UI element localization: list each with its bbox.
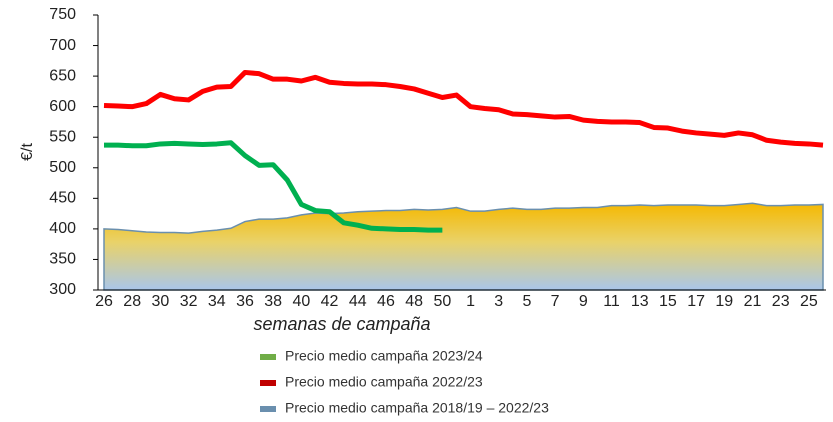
y-tick-label: 700 xyxy=(49,37,76,54)
x-tick-label: 11 xyxy=(603,293,620,310)
x-tick-label: 17 xyxy=(687,293,705,310)
x-tick-label: 21 xyxy=(744,293,762,310)
y-tick-label: 500 xyxy=(49,159,76,176)
area xyxy=(103,202,824,291)
y-tick-label: 600 xyxy=(49,98,76,115)
x-tick-label: 42 xyxy=(321,293,339,310)
x-tick-label: 28 xyxy=(123,293,141,310)
x-tick-label: 25 xyxy=(800,293,818,310)
legend-swatch xyxy=(260,406,276,412)
x-tick-label: 38 xyxy=(264,293,282,310)
x-axis-label: semanas de campaña xyxy=(253,314,430,334)
x-tick-label: 36 xyxy=(236,293,254,310)
y-axis-label: €/t xyxy=(19,143,36,161)
x-tick-label: 3 xyxy=(494,293,503,310)
x-tick-label: 23 xyxy=(772,293,790,310)
y-tick-label: 550 xyxy=(49,128,76,145)
x-tick-label: 9 xyxy=(579,293,588,310)
x-tick-label: 7 xyxy=(551,293,560,310)
x-tick-label: 48 xyxy=(405,293,423,310)
x-tick-label: 26 xyxy=(95,293,113,310)
y-tick-label: 650 xyxy=(49,67,76,84)
x-tick-label: 13 xyxy=(631,293,649,310)
x-tick-label: 15 xyxy=(659,293,677,310)
x-tick-label: 5 xyxy=(522,293,531,310)
line xyxy=(103,69,824,148)
line xyxy=(104,140,443,233)
x-tick-label: 32 xyxy=(180,293,198,310)
y-tick-label: 450 xyxy=(49,190,76,207)
x-tick-label: 46 xyxy=(377,293,395,310)
x-tick-label: 30 xyxy=(151,293,169,310)
legend-swatch xyxy=(260,354,276,360)
x-tick-label: 34 xyxy=(208,293,226,310)
y-tick-label: 350 xyxy=(49,251,76,268)
legend-swatch xyxy=(260,380,276,386)
legend-label: Precio medio campaña 2022/23 xyxy=(285,374,483,390)
legend-label: Precio medio campaña 2023/24 xyxy=(285,348,483,364)
y-tick-label: 750 xyxy=(49,6,76,23)
y-tick-label: 400 xyxy=(49,220,76,237)
x-tick-label: 1 xyxy=(466,293,475,310)
x-tick-label: 50 xyxy=(433,293,451,310)
legend-label: Precio medio campaña 2018/19 – 2022/23 xyxy=(285,400,549,416)
x-tick-label: 44 xyxy=(349,293,367,310)
y-tick-label: 300 xyxy=(49,281,76,298)
x-tick-label: 19 xyxy=(715,293,733,310)
x-tick-label: 40 xyxy=(292,293,310,310)
